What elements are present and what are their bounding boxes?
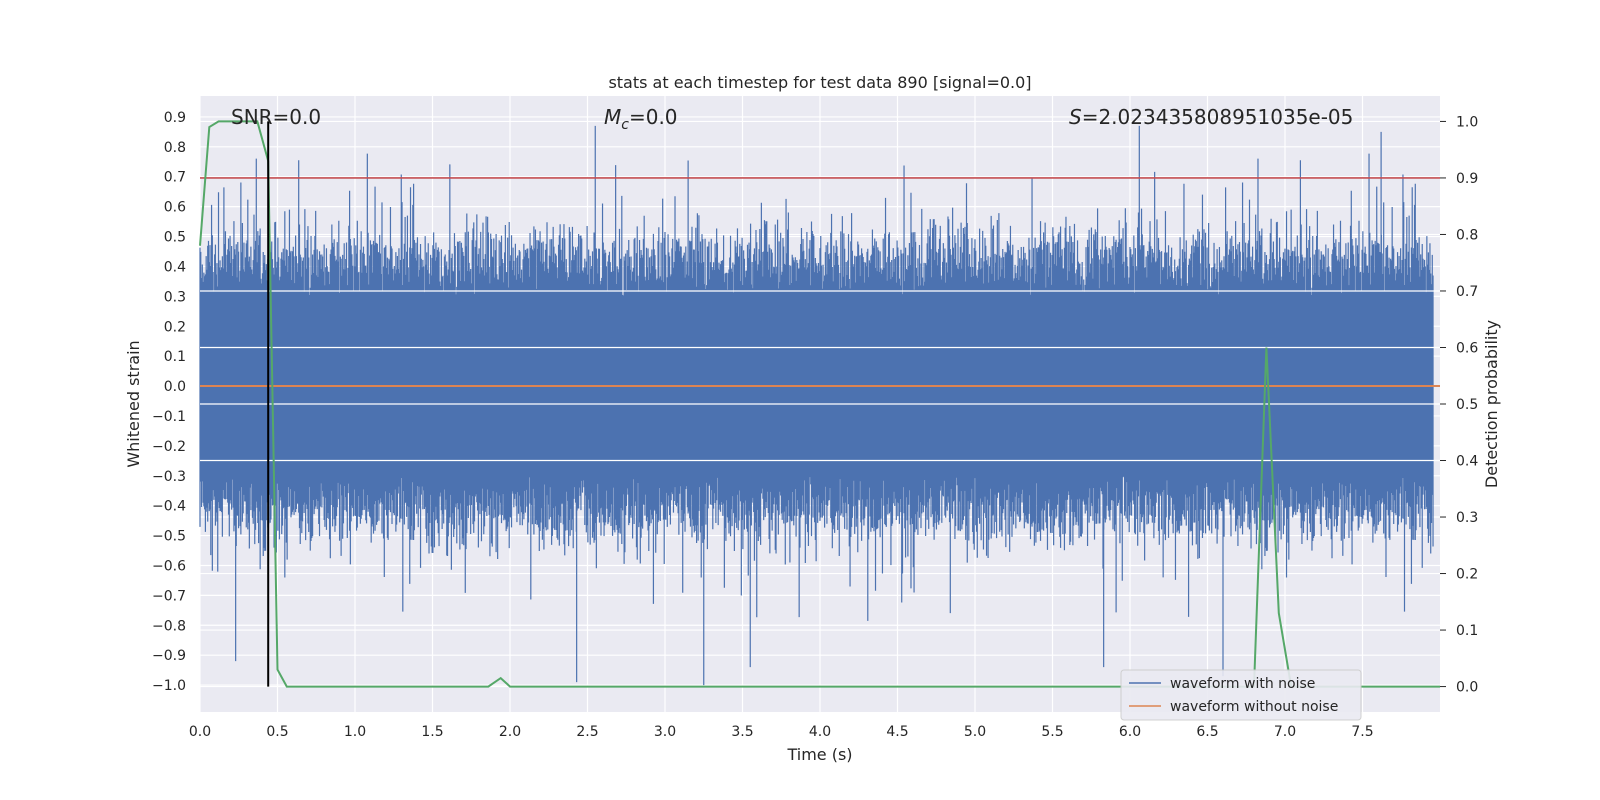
y-tick-label-right: 0.5 [1456,397,1478,413]
waveform-with-noise-series [199,125,1434,686]
x-tick-label: 1.0 [344,724,366,740]
x-tick-label: 2.0 [499,724,521,740]
y-tick-label-left: −0.8 [152,618,186,634]
tick-labels: 0.0 0.5 1.0 1.5 2.0 2.5 3.0 3.5 4.0 4.5 5.0 5.5 6.0 6… [152,110,1478,740]
legend-label-clean: waveform without noise [1170,699,1338,715]
y-tick-label-left: 0.9 [164,110,186,126]
x-tick-label: 0.5 [266,724,288,740]
x-tick-label: 6.0 [1119,724,1141,740]
y-tick-label-right: 0.7 [1456,284,1478,300]
x-tick-label: 3.0 [654,724,676,740]
x-tick-label: 5.0 [964,724,986,740]
y-tick-label-left: −0.6 [152,558,186,574]
y-tick-label-left: −0.1 [152,409,186,425]
legend-box [1120,669,1362,721]
chirp-mass-value: =0.0 [629,105,678,129]
legend: waveform with noise waveform without noi… [1120,669,1362,721]
y-tick-label-left: 0.1 [164,349,186,365]
y-tick-label-right: 0.2 [1456,567,1478,583]
y-tick-label-left: 0.2 [164,319,186,335]
y-tick-label-left: 0.5 [164,230,186,246]
x-tick-label: 4.5 [886,724,908,740]
x-tick-label: 6.5 [1196,724,1218,740]
x-tick-label: 3.5 [731,724,753,740]
y-tick-label-left: 0.3 [164,289,186,305]
y-tick-label-left: −1.0 [152,678,186,694]
y-tick-label-left: −0.4 [152,499,186,515]
x-tick-label: 7.5 [1351,724,1373,740]
y-tick-label-right: 0.3 [1456,510,1478,526]
y-tick-label-left: 0.6 [164,200,186,216]
x-tick-label: 7.0 [1274,724,1296,740]
y-tick-label-right: 0.9 [1456,171,1478,187]
legend-label-noise: waveform with noise [1170,676,1315,692]
detection-probability-line [199,120,1440,688]
chart-title: stats at each timestep for test data 890… [608,73,1031,92]
overlay-lines [199,120,1440,688]
y-tick-label-left: −0.9 [152,648,186,664]
y-axis-label: Whitened strain [124,340,143,467]
y-tick-label-left: 0.8 [164,140,186,156]
y-tick-label-left: 0.7 [164,170,186,186]
y-tick-label-left: 0.4 [164,259,186,275]
y-tick-label-left: 0.0 [164,379,186,395]
y-tick-label-right: 0.0 [1456,680,1478,696]
statistic-symbol: S [1069,105,1082,129]
x-tick-label: 1.5 [421,724,443,740]
x-tick-label: 0.0 [189,724,211,740]
y-tick-label-right: 0.1 [1456,623,1478,639]
y-tick-label-right: 0.4 [1456,454,1478,470]
statistic-annotation: S=2.023435808951035e-05 [1069,105,1353,129]
x-tick-label: 4.0 [809,724,831,740]
y-tick-label-left: −0.7 [152,588,186,604]
y-tick-label-left: −0.5 [152,529,186,545]
y-tick-label-right: 0.6 [1456,340,1478,356]
x-tick-label: 2.5 [576,724,598,740]
y-tick-label-right: 1.0 [1456,114,1478,130]
chirp-mass-annotation: Mc=0.0 [604,105,678,133]
x-tick-label: 5.5 [1041,724,1063,740]
snr-annotation: SNR=0.0 [231,105,321,129]
chirp-mass-subscript: c [621,117,629,133]
y-tick-label-right: 0.8 [1456,227,1478,243]
statistic-value: =2.023435808951035e-05 [1082,105,1354,129]
waveform-with-noise-line [199,125,1434,686]
chirp-mass-symbol: M [604,105,621,129]
y-tick-label-left: −0.3 [152,469,186,485]
y-axis-label-right: Detection probability [1482,320,1501,488]
x-axis-label: Time (s) [786,745,852,764]
y-tick-label-left: −0.2 [152,439,186,455]
